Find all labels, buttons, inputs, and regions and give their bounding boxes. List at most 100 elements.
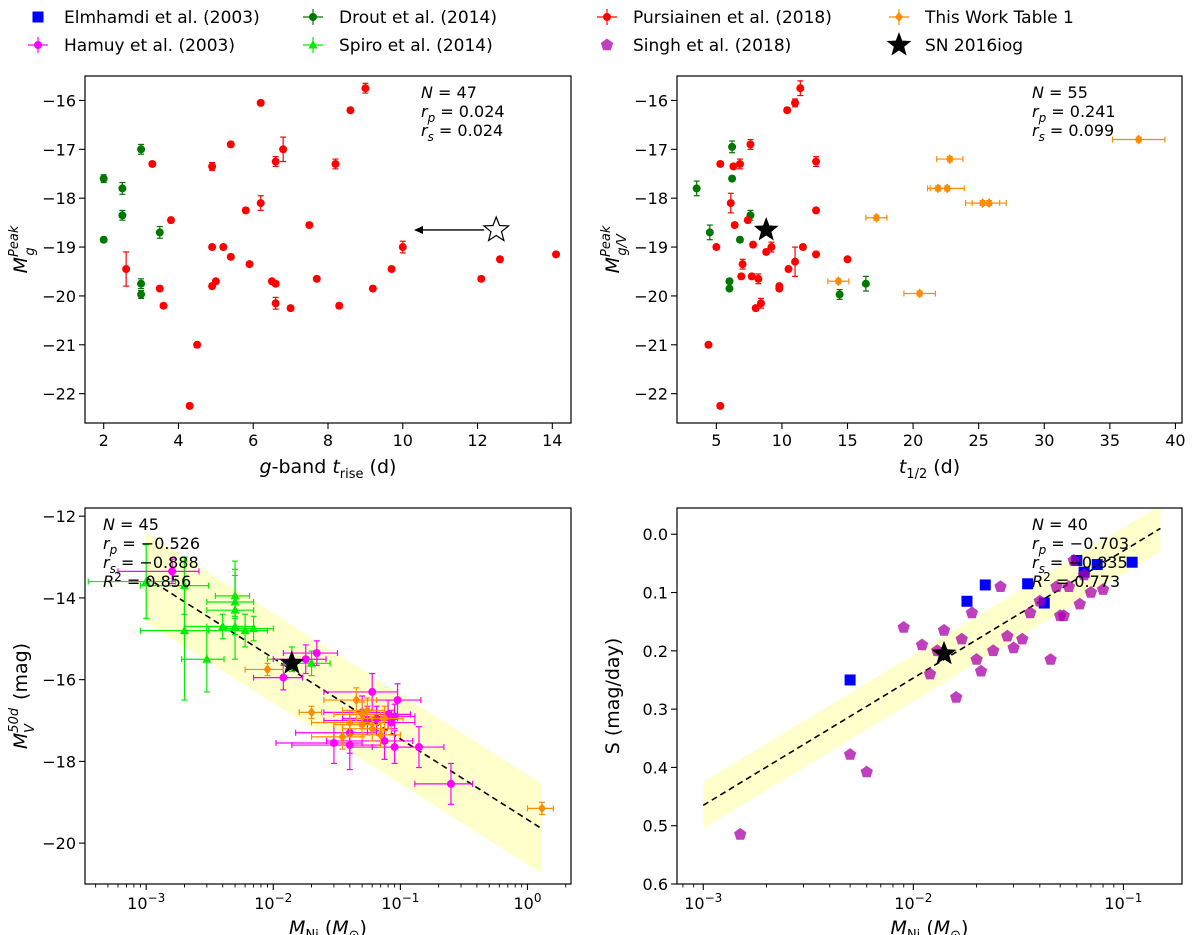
panel-nickel-magnitude: 10−3 10−2 10−1 100 −12 −14 −16 −18 −20 MNi (M⊙) M5… xyxy=(7,507,572,935)
pursiainen-point xyxy=(219,243,228,252)
singh-point xyxy=(1062,580,1076,592)
pursiainen-point xyxy=(729,162,738,171)
drout-point xyxy=(137,145,146,154)
singh-point xyxy=(974,664,988,677)
hamuy-point xyxy=(312,649,321,658)
y-tick-label: 0.2 xyxy=(643,642,668,661)
pursiainen-point xyxy=(746,140,755,149)
drout-point xyxy=(99,174,108,183)
singh-point xyxy=(860,765,873,778)
pursiainen-point xyxy=(762,247,771,256)
thiswork-point xyxy=(358,709,367,720)
hamuy-point xyxy=(387,718,396,727)
x-tick-label: 10 xyxy=(772,431,792,450)
panel-half-time: 5 10 15 20 25 30 35 40 −16 −17 −18 −19 −20 −21 −22 t1/2… xyxy=(599,75,1186,482)
pursiainen-point xyxy=(796,84,805,93)
y-tick-label: −20 xyxy=(634,287,668,306)
thiswork-point xyxy=(380,713,389,724)
pursiainen-point xyxy=(398,243,407,252)
y-tick-label: −17 xyxy=(634,140,668,159)
y-tick-label: −18 xyxy=(42,752,76,771)
sn2016iog-open-star xyxy=(482,215,511,242)
axes-frame xyxy=(84,507,572,885)
drout-point xyxy=(118,184,127,193)
legend-item-sn2016iog: SN 2016iog xyxy=(886,32,1023,56)
pursiainen-point xyxy=(716,401,725,410)
pursiainen-point xyxy=(754,274,763,283)
elmhamdi-point xyxy=(1022,578,1034,590)
singh-point xyxy=(1073,597,1086,610)
pursiainen-point xyxy=(211,277,220,286)
pursiainen-point xyxy=(783,106,792,115)
stat-rs: rs = −0.835 xyxy=(1032,553,1128,576)
pursiainen-point xyxy=(148,159,157,168)
singh-point xyxy=(1057,609,1070,622)
pursiainen-point xyxy=(747,272,756,281)
y-tick-label: −22 xyxy=(634,385,668,404)
stat-rp: rp = −0.703 xyxy=(1032,534,1129,557)
singh-point xyxy=(1077,568,1091,581)
pursiainen-point xyxy=(791,257,800,266)
y-tick-label: 0.5 xyxy=(643,817,668,836)
y-tick-label: −22 xyxy=(42,385,76,404)
sn2016iog-star xyxy=(753,217,779,241)
spiro-point xyxy=(240,625,250,635)
singh-point xyxy=(1084,586,1098,598)
legend-label-sn2016iog: SN 2016iog xyxy=(925,36,1023,56)
pursiainen-point xyxy=(751,304,760,313)
panel-nickel-slope: 10−3 10−2 10−1 0.0 0.1 0.2 0.3 0.4 0.5 0.6 MNi (M⊙… xyxy=(602,507,1183,935)
pursiainen-point xyxy=(256,199,265,208)
elmhamdi-point xyxy=(961,595,973,607)
pursiainen-point xyxy=(743,216,752,225)
legend: Elmhamdi et al. (2003) Hamuy et al. (2003… xyxy=(28,8,1074,56)
pursiainen-point xyxy=(226,252,235,261)
spiro-point xyxy=(141,576,151,586)
pursiainen-point xyxy=(271,279,280,288)
x-axis-label: g-band trise (d) xyxy=(260,456,397,482)
x-tick-label: 15 xyxy=(837,431,857,450)
pursiainen-point xyxy=(208,243,217,252)
thiswork-point xyxy=(872,212,881,223)
y-tick-label: −16 xyxy=(42,91,76,110)
pursiainen-point xyxy=(784,265,793,274)
x-tick-label: 5 xyxy=(711,431,721,450)
series-drout xyxy=(692,140,870,300)
x-tick-label: 10−1 xyxy=(381,891,419,913)
stat-rs: rs = −0.888 xyxy=(103,553,199,576)
pursiainen-point xyxy=(226,140,235,149)
y-axis-label: MPeakg/V xyxy=(599,225,630,273)
x-tick-label: 10−2 xyxy=(254,891,292,913)
pursiainen-point xyxy=(737,272,746,281)
drout-point xyxy=(728,174,737,183)
pursiainen-point xyxy=(730,221,739,230)
thiswork-point xyxy=(985,198,994,209)
spiro-point xyxy=(202,654,212,663)
singh-point xyxy=(1007,641,1020,654)
legend-item-drout: Drout et al. (2014) xyxy=(303,8,497,28)
pursiainen-point xyxy=(122,265,131,274)
legend-marker-elmhamdi xyxy=(32,11,44,23)
hamuy-point xyxy=(380,736,389,745)
stat-N: N = 45 xyxy=(103,515,159,534)
thiswork-point xyxy=(352,695,361,706)
thiswork-point xyxy=(338,731,347,742)
hamuy-point xyxy=(446,779,455,788)
pursiainen-point xyxy=(256,98,265,107)
plot-area xyxy=(692,80,1166,410)
pursiainen-point xyxy=(756,299,765,308)
thiswork-point xyxy=(263,664,272,675)
hamuy-point xyxy=(414,743,423,752)
legend-item-elmhamdi: Elmhamdi et al. (2003) xyxy=(32,8,260,28)
stat-N: N = 55 xyxy=(1032,83,1088,102)
thiswork-point xyxy=(537,803,546,814)
pursiainen-point xyxy=(767,243,776,252)
series-pursiainen xyxy=(122,82,561,410)
legend-marker-thiswork xyxy=(895,12,903,22)
pursiainen-point xyxy=(704,340,713,349)
drout-point xyxy=(155,228,164,237)
x-tick-label: 10−3 xyxy=(127,891,165,913)
pursiainen-point xyxy=(271,299,280,308)
y-tick-label: 0.6 xyxy=(643,875,668,894)
drout-point xyxy=(835,290,844,299)
legend-item-hamuy: Hamuy et al. (2003) xyxy=(28,36,235,56)
